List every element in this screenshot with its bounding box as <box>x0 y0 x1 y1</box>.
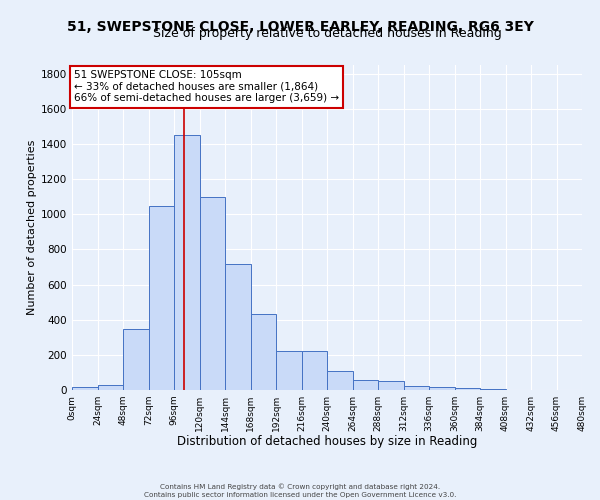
Bar <box>378 381 404 390</box>
Text: 51, SWEPSTONE CLOSE, LOWER EARLEY, READING, RG6 3EY: 51, SWEPSTONE CLOSE, LOWER EARLEY, READI… <box>67 20 533 34</box>
Bar <box>174 136 199 390</box>
Bar <box>149 206 174 390</box>
Text: Contains HM Land Registry data © Crown copyright and database right 2024.
Contai: Contains HM Land Registry data © Crown c… <box>144 483 456 498</box>
Text: 51 SWEPSTONE CLOSE: 105sqm
← 33% of detached houses are smaller (1,864)
66% of s: 51 SWEPSTONE CLOSE: 105sqm ← 33% of deta… <box>74 70 339 104</box>
Bar <box>353 380 378 390</box>
Title: Size of property relative to detached houses in Reading: Size of property relative to detached ho… <box>152 27 502 40</box>
X-axis label: Distribution of detached houses by size in Reading: Distribution of detached houses by size … <box>177 436 477 448</box>
Bar <box>429 388 455 390</box>
Bar <box>199 197 225 390</box>
Bar <box>251 314 276 390</box>
Bar <box>455 388 480 390</box>
Bar <box>327 370 353 390</box>
Bar <box>97 384 123 390</box>
Bar <box>225 264 251 390</box>
Bar <box>302 352 327 390</box>
Y-axis label: Number of detached properties: Number of detached properties <box>27 140 37 315</box>
Bar <box>123 328 149 390</box>
Bar <box>404 386 429 390</box>
Bar <box>276 352 302 390</box>
Bar <box>480 389 505 390</box>
Bar <box>72 388 97 390</box>
